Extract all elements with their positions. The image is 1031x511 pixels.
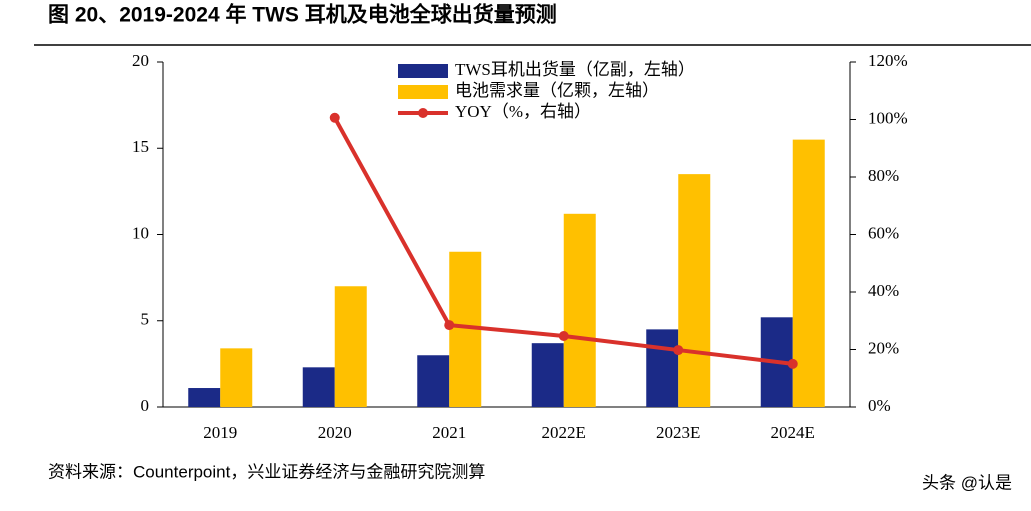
x-tick-label: 2019 [203,423,237,442]
legend-label: YOY（%，右轴） [455,102,591,121]
bar [417,355,450,407]
bar [531,343,564,407]
yoy-marker [444,320,455,331]
y2-tick-label: 120% [868,51,908,70]
y2-tick-label: 20% [868,338,899,357]
x-tick-label: 2023E [656,423,700,442]
x-tick-label: 2024E [771,423,815,442]
y-tick-label: 0 [141,396,150,415]
legend-label: TWS耳机出货量（亿副，左轴） [455,60,695,79]
y-tick-label: 20 [132,51,149,70]
bar [792,139,825,407]
x-tick-label: 2020 [318,423,352,442]
watermark: 头条 @认是 [922,473,1012,492]
yoy-marker [673,345,684,356]
bar [188,388,221,407]
y-tick-label: 5 [141,310,150,329]
y2-tick-label: 100% [868,108,908,127]
yoy-marker [558,330,569,341]
bar [302,367,335,407]
yoy-marker [329,112,340,123]
y2-tick-label: 60% [868,223,899,242]
legend-swatch [398,85,448,99]
y2-tick-label: 80% [868,166,899,185]
x-tick-label: 2021 [432,423,466,442]
bar [563,213,596,407]
y-tick-label: 15 [132,137,149,156]
chart-title: 图 20、2019-2024 年 TWS 耳机及电池全球出货量预测 [48,3,557,27]
legend-label: 电池需求量（亿颗，左轴） [455,81,659,100]
bar [678,174,711,407]
legend-swatch [398,64,448,78]
bar [646,329,679,407]
y-tick-label: 10 [132,223,149,242]
legend-swatch [418,108,428,118]
yoy-marker [787,358,798,369]
bar [220,348,253,407]
bar [334,286,367,407]
y2-tick-label: 0% [868,396,891,415]
x-tick-label: 2022E [542,423,586,442]
y2-tick-label: 40% [868,281,899,300]
source-note: 资料来源：Counterpoint，兴业证券经济与金融研究院测算 [48,462,485,481]
